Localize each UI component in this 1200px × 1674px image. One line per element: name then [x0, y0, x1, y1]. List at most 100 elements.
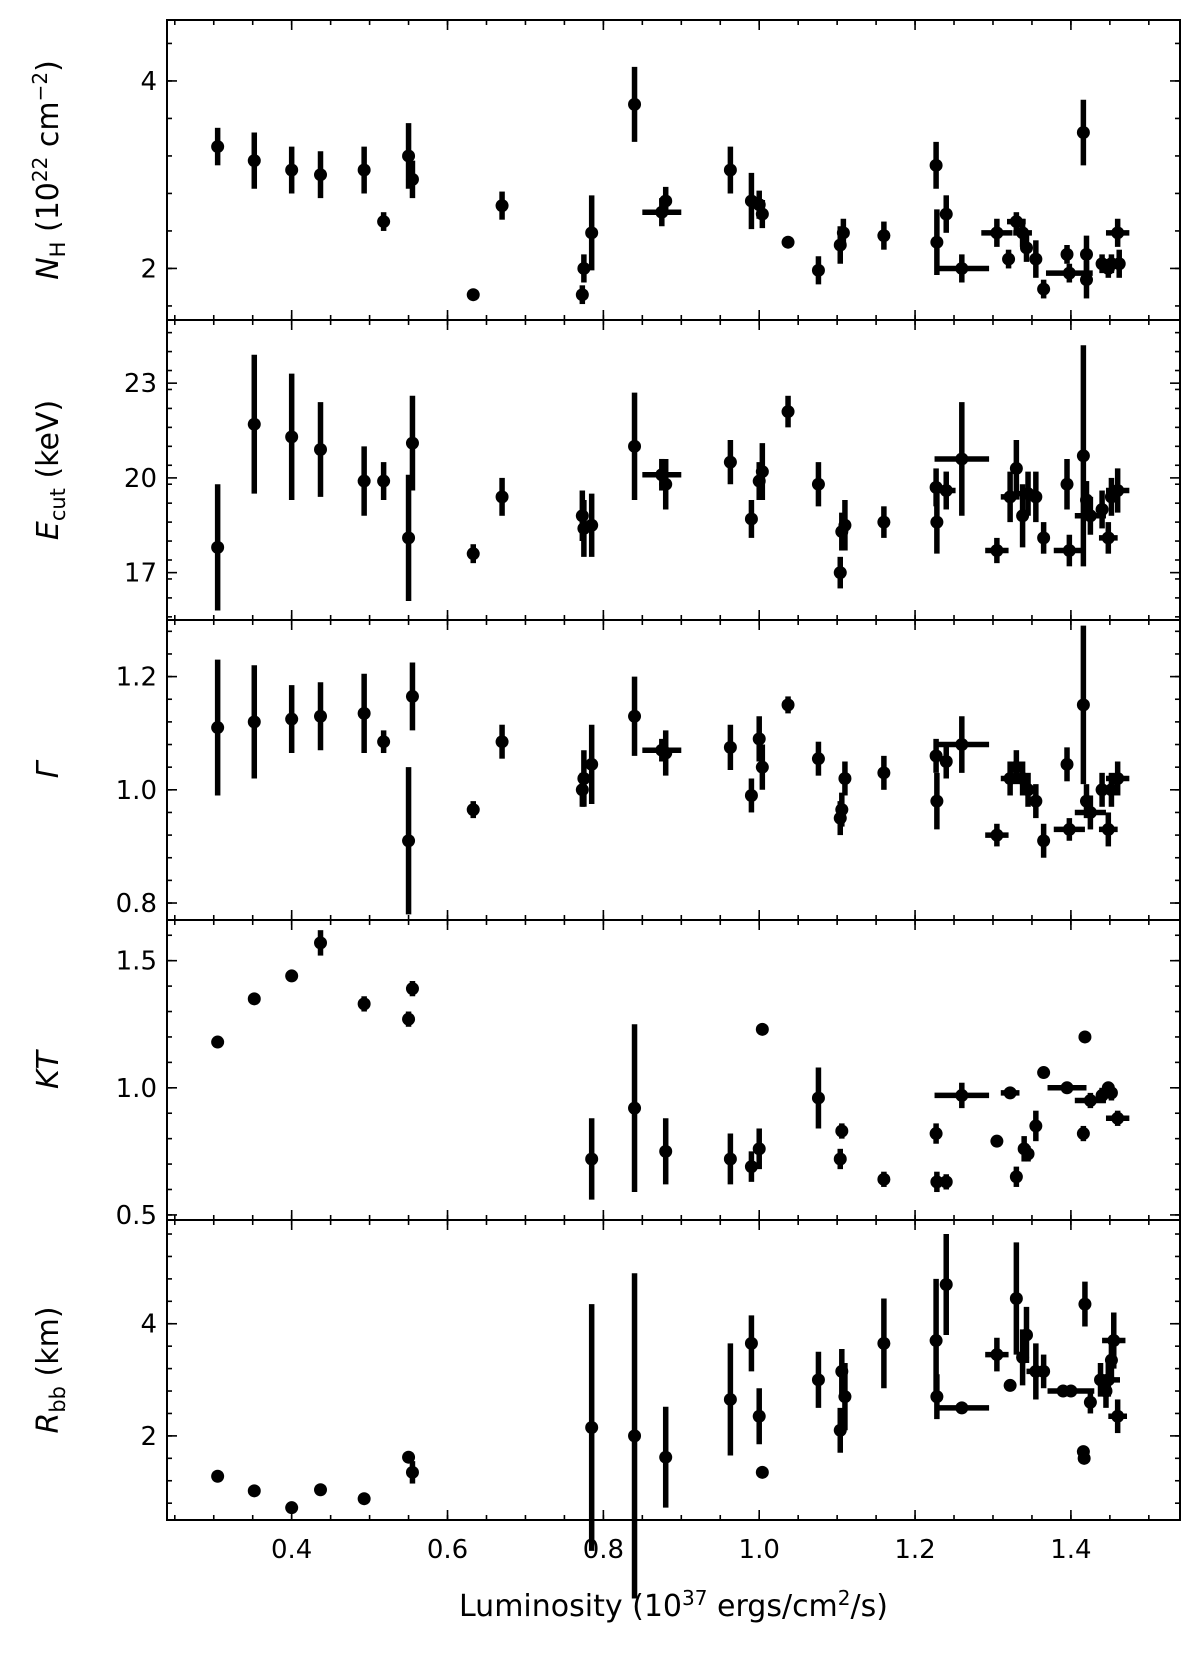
data-marker	[585, 1420, 599, 1434]
data-marker	[1083, 509, 1097, 523]
data-point	[659, 186, 673, 215]
data-point	[990, 1134, 1004, 1148]
data-point	[939, 744, 953, 779]
data-point	[1077, 1451, 1091, 1465]
data-marker	[744, 1336, 758, 1350]
data-point	[985, 537, 1009, 564]
data-point	[314, 151, 328, 199]
data-marker	[752, 1142, 766, 1156]
data-marker	[577, 261, 591, 275]
data-point	[1060, 458, 1074, 510]
data-marker	[744, 512, 758, 526]
data-marker	[495, 490, 509, 504]
data-point	[781, 235, 795, 249]
data-point	[1037, 823, 1051, 858]
data-point	[314, 1483, 328, 1497]
data-point	[1019, 233, 1033, 262]
y-tick-label: 4	[140, 1310, 157, 1340]
data-point	[930, 1374, 944, 1420]
data-point	[838, 761, 852, 796]
data-marker	[1029, 490, 1043, 504]
data-marker	[929, 1334, 943, 1348]
data-marker	[1009, 1292, 1023, 1306]
data-marker	[811, 263, 825, 277]
data-point	[357, 146, 371, 194]
panel-ecut: 17 20 23 Ecut (keV)	[31, 319, 1181, 621]
data-marker	[811, 477, 825, 491]
data-point	[1095, 772, 1109, 807]
data-marker	[1076, 698, 1090, 712]
data-marker	[955, 261, 969, 275]
data-marker	[377, 474, 391, 488]
data-point	[930, 490, 944, 554]
data-marker	[877, 1336, 891, 1350]
data-marker	[1076, 126, 1090, 139]
data-marker	[1111, 484, 1125, 498]
data-point	[877, 221, 891, 250]
panel-nh: 2 4 NH (1022 cm−2)	[28, 19, 1181, 321]
data-point	[1105, 761, 1130, 796]
data-marker	[1083, 1094, 1097, 1108]
data-marker	[990, 544, 1004, 558]
y-axis-label-rbb: Rbb (km)	[31, 1306, 70, 1433]
data-marker	[1062, 822, 1076, 836]
data-point	[755, 1022, 769, 1036]
data-point	[752, 1388, 766, 1445]
data-marker	[1003, 771, 1017, 785]
data-marker	[755, 465, 769, 479]
data-marker	[955, 1401, 969, 1415]
x-tick-label: 0.8	[583, 1535, 624, 1565]
data-point	[985, 1337, 1009, 1372]
data-point	[1105, 218, 1130, 247]
data-marker	[357, 163, 371, 177]
data-point	[247, 1484, 261, 1498]
data-point	[402, 1011, 416, 1027]
data-point	[1112, 249, 1126, 278]
data-marker	[990, 1134, 1004, 1148]
data-marker	[314, 709, 328, 723]
data-point	[402, 767, 416, 915]
data-marker	[659, 1450, 673, 1464]
data-point	[357, 996, 371, 1012]
data-point	[585, 493, 599, 557]
data-point	[1002, 249, 1016, 269]
data-point	[930, 1171, 944, 1193]
data-marker	[247, 417, 261, 431]
data-point	[723, 1133, 737, 1185]
data-point	[752, 1128, 766, 1170]
data-point	[466, 801, 480, 819]
data-marker	[838, 771, 852, 785]
data-marker	[402, 149, 416, 163]
data-marker	[1104, 1086, 1118, 1100]
data-marker	[1019, 1328, 1033, 1342]
data-marker	[495, 199, 509, 213]
data-marker	[577, 771, 591, 785]
data-marker	[877, 229, 891, 243]
data-marker	[1095, 783, 1109, 797]
data-point	[247, 354, 261, 494]
data-marker	[1101, 531, 1115, 545]
data-point	[285, 146, 299, 194]
data-marker	[939, 484, 953, 498]
data-point	[1037, 1354, 1051, 1389]
data-point	[723, 724, 737, 770]
data-marker	[357, 997, 371, 1011]
data-marker	[955, 1088, 969, 1102]
x-tick-label: 1.0	[739, 1535, 780, 1565]
data-marker	[1009, 215, 1023, 229]
data-marker	[781, 698, 795, 712]
data-point	[833, 1148, 847, 1170]
data-marker	[1111, 1409, 1125, 1423]
data-marker	[1077, 1451, 1091, 1465]
data-marker	[247, 1484, 261, 1498]
data-point	[835, 1123, 849, 1139]
data-marker	[833, 1152, 847, 1166]
data-marker	[836, 226, 850, 240]
data-point	[1095, 490, 1109, 529]
data-point	[1076, 1125, 1090, 1142]
data-point	[1009, 1242, 1023, 1355]
data-point	[981, 218, 1013, 247]
data-marker	[744, 1160, 758, 1174]
data-marker	[402, 834, 416, 848]
